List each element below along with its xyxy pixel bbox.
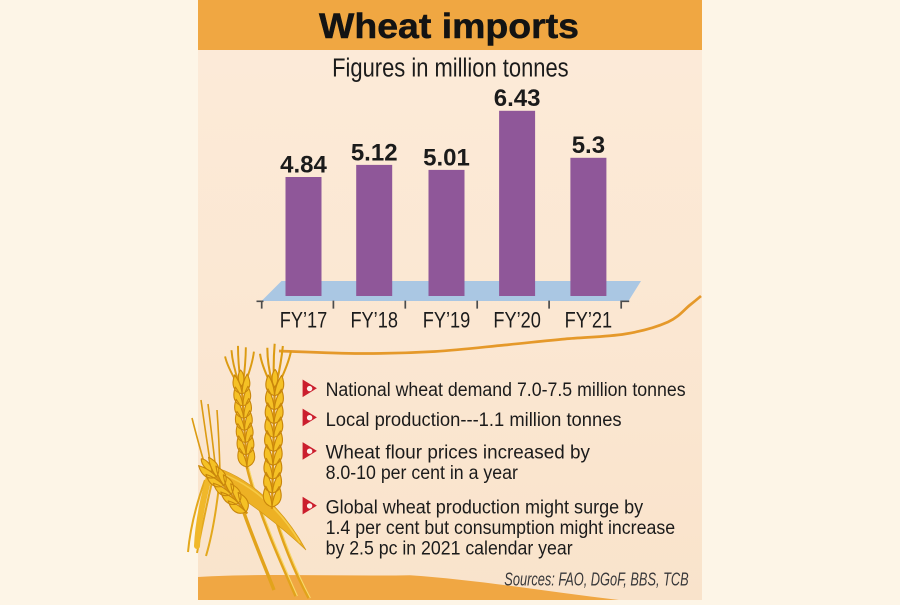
svg-text:5.12: 5.12 [351, 139, 398, 166]
svg-text:8.0-10 per cent in a year: 8.0-10 per cent in a year [326, 463, 519, 484]
svg-text:FY’20: FY’20 [493, 308, 541, 333]
svg-text:FY’19: FY’19 [423, 308, 471, 333]
svg-text:Global wheat production might: Global wheat production might surge by [326, 497, 644, 518]
svg-text:5.01: 5.01 [423, 144, 470, 171]
svg-text:National wheat demand 7.0-7.5: National wheat demand 7.0-7.5 million to… [326, 380, 686, 401]
svg-text:by 2.5 pc in 2021 calendar yea: by 2.5 pc in 2021 calendar year [326, 538, 574, 559]
svg-text:Wheat imports: Wheat imports [319, 6, 579, 46]
svg-text:Figures in million tonnes: Figures in million tonnes [332, 54, 569, 82]
svg-text:6.43: 6.43 [494, 85, 541, 112]
svg-text:4.84: 4.84 [280, 151, 327, 178]
svg-text:5.3: 5.3 [572, 132, 605, 159]
svg-text:1.4 per cent but consumption m: 1.4 per cent but consumption might incre… [326, 518, 675, 539]
svg-text:Local production---1.1 million: Local production---1.1 million tonnes [326, 410, 622, 431]
svg-text:Wheat flour prices increased b: Wheat flour prices increased by [326, 443, 591, 464]
svg-text:FY’18: FY’18 [350, 308, 398, 333]
svg-text:FY’17: FY’17 [280, 308, 328, 333]
svg-text:Sources: FAO, DGoF, BBS, TCB: Sources: FAO, DGoF, BBS, TCB [504, 570, 688, 590]
svg-text:FY’21: FY’21 [565, 308, 613, 333]
